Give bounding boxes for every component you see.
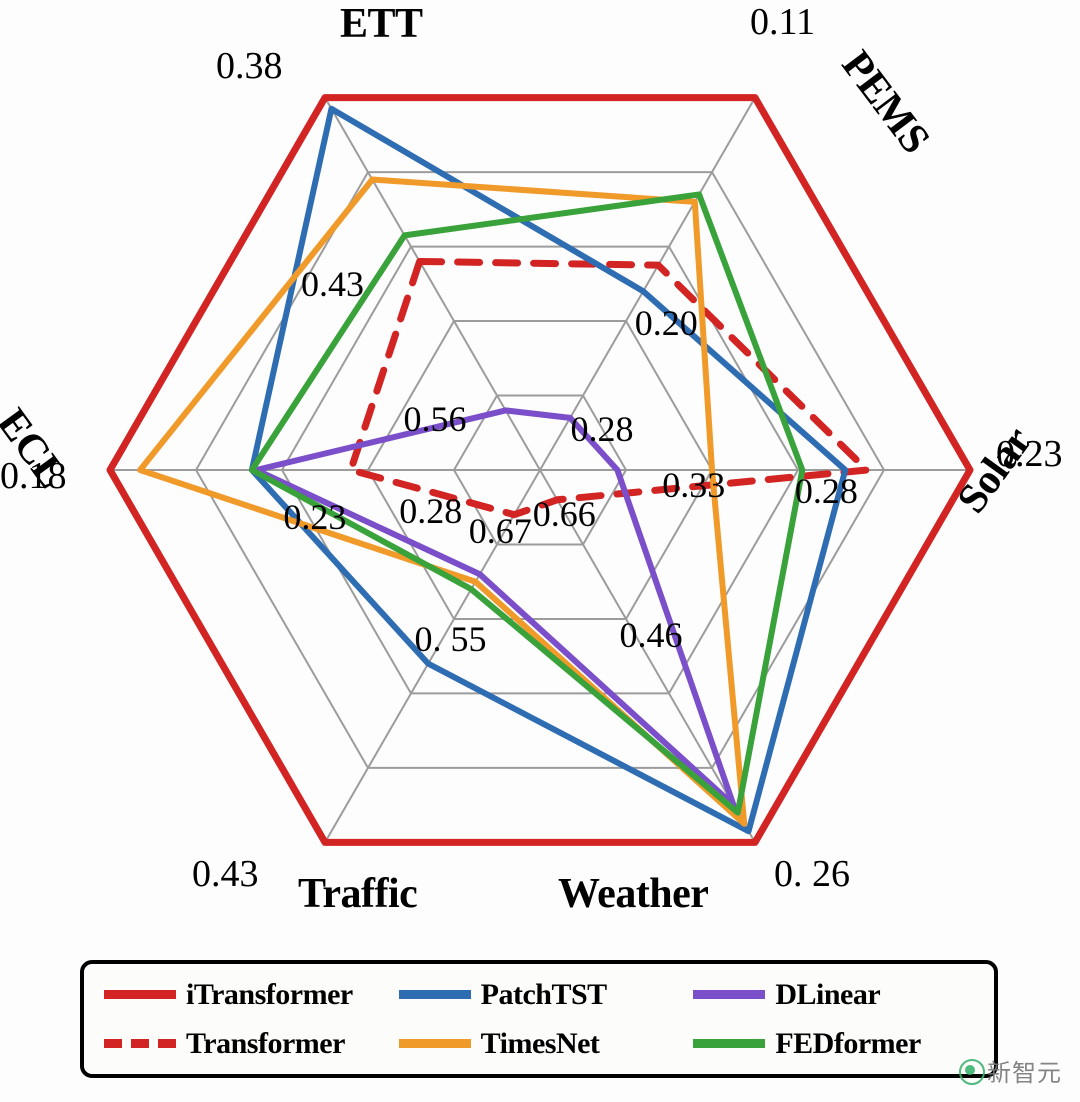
axis-tick-pems-0: 0.20 [635,302,698,344]
legend-swatch-timesnet [399,1039,471,1048]
legend-swatch-fedformer [693,1039,765,1048]
legend-swatch-transformer [104,1039,176,1048]
axis-label-weather: Weather [558,870,708,918]
axis-tick-pems-1: 0.28 [571,408,634,450]
legend: iTransformer PatchTST DLinear Transformer Ti… [80,960,998,1078]
legend-label-dlinear: DLinear [775,978,880,1012]
axis-tick-ecl-0: 0.23 [283,496,346,538]
legend-label-itransformer: iTransformer [186,978,353,1012]
watermark: 新智元 [959,1053,1062,1088]
legend-label-transformer: Transformer [186,1027,345,1061]
axis-outer-value-pems: 0.11 [750,0,815,44]
legend-entry-transformer: Transformer [104,1027,391,1061]
legend-label-timesnet: TimesNet [481,1027,600,1061]
legend-entry-dlinear: DLinear [693,978,980,1012]
axis-tick-traffic-0: 0. 55 [415,618,487,660]
axis-tick-solar-1: 0.33 [662,464,725,506]
axis-tick-ecl-1: 0.28 [399,490,462,532]
legend-label-patchtst: PatchTST [481,978,607,1012]
axis-outer-value-solar: 0.23 [996,432,1063,476]
series-transformer [351,261,867,514]
axis-tick-weather-1: 0.66 [533,493,596,535]
legend-label-fedformer: FEDformer [775,1027,920,1061]
axis-outer-value-traffic: 0.43 [192,852,259,896]
legend-entry-timesnet: TimesNet [399,1027,686,1061]
axis-tick-traffic-1: 0.67 [469,510,532,552]
axis-tick-solar-0: 0.28 [795,470,858,512]
legend-swatch-dlinear [693,990,765,999]
watermark-text: 新智元 [987,1060,1062,1087]
axis-outer-value-ett: 0.38 [216,44,283,88]
legend-swatch-itransformer [104,990,176,999]
watermark-icon [959,1059,985,1085]
axis-label-traffic: Traffic [298,870,417,918]
axis-outer-value-weather: 0. 26 [774,852,850,896]
chart-container: { "chart": { "type": "radar", "backgroun… [0,0,1080,1102]
legend-swatch-patchtst [399,990,471,999]
legend-entry-fedformer: FEDformer [693,1027,980,1061]
axis-tick-ett-1: 0.56 [404,398,467,440]
axis-label-ett: ETT [340,0,423,48]
axis-outer-value-ecl: 0.18 [0,454,67,498]
axis-tick-ett-0: 0.43 [301,263,364,305]
legend-entry-patchtst: PatchTST [399,978,686,1012]
legend-entry-itransformer: iTransformer [104,978,391,1012]
axis-tick-weather-0: 0.46 [620,614,683,656]
